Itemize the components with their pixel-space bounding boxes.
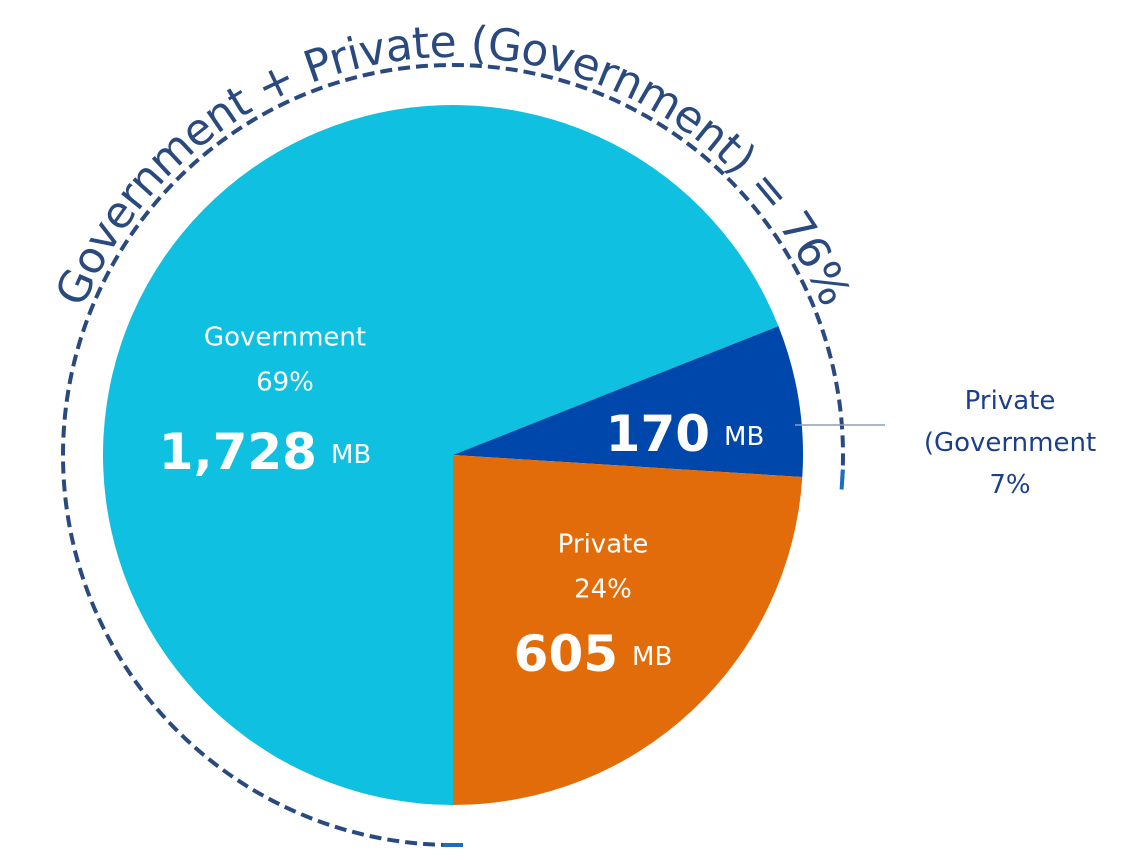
category-label: Government xyxy=(204,323,366,353)
category-label: Private (Government xyxy=(923,386,1097,458)
percent-label: 69% xyxy=(256,368,314,398)
size-label: 605 MB xyxy=(514,625,673,683)
slice xyxy=(453,326,803,477)
size-label: 1,728 MB xyxy=(159,423,371,481)
bracket-arc xyxy=(61,63,845,847)
size-unit: MB xyxy=(331,440,371,470)
outside-label: Private (Government 7% xyxy=(885,380,1128,506)
slice xyxy=(102,104,779,805)
size-label: 170 MB xyxy=(606,405,765,463)
slices xyxy=(102,104,803,805)
category-label: Private xyxy=(558,530,649,560)
slice xyxy=(453,455,803,805)
size-value: 170 xyxy=(606,405,710,463)
size-value: 605 xyxy=(514,625,618,683)
percent-label: 7% xyxy=(989,470,1031,500)
bracket-end xyxy=(839,469,845,490)
size-unit: MB xyxy=(724,422,764,452)
size-value: 1,728 xyxy=(159,423,317,481)
percent-label: 24% xyxy=(574,575,632,605)
size-unit: MB xyxy=(632,642,672,672)
